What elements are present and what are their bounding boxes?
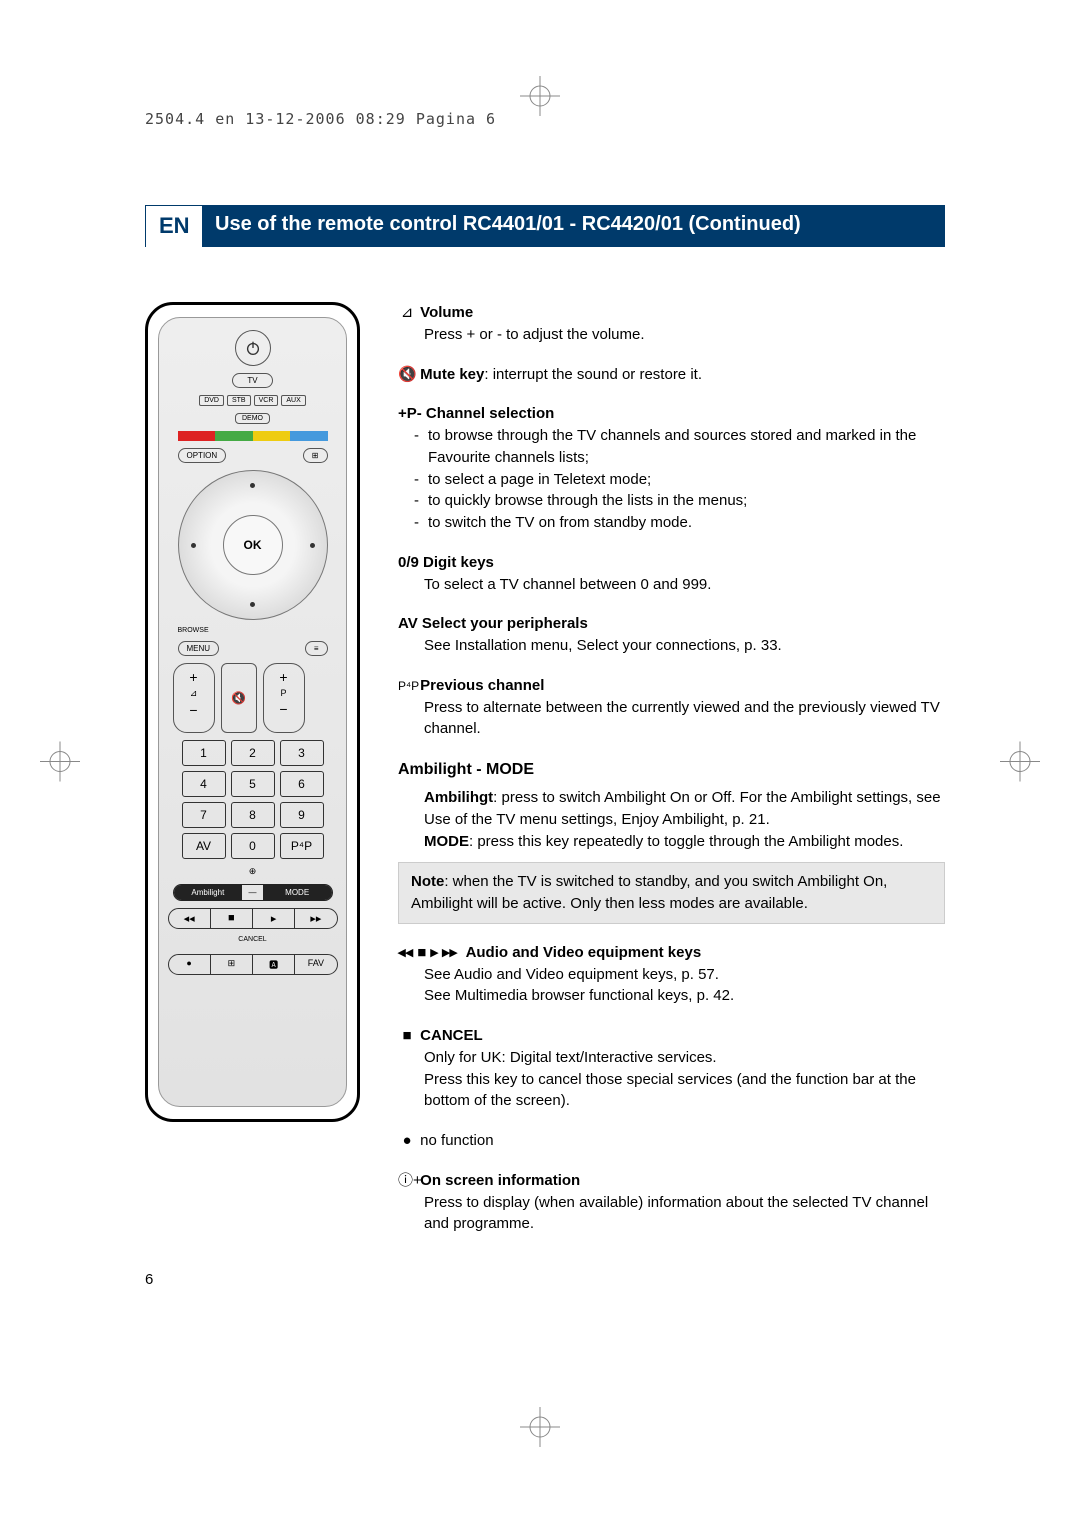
program-rocker: +P− bbox=[263, 663, 305, 733]
digit-section: 0/9 Digit keys To select a TV channel be… bbox=[398, 552, 945, 596]
page-number: 6 bbox=[145, 1271, 153, 1288]
channel-heading: +P- Channel selection bbox=[398, 405, 554, 422]
volume-heading: Volume bbox=[420, 304, 473, 321]
demo-button: DEMO bbox=[235, 413, 270, 424]
guide-icon: ⊞ bbox=[303, 448, 328, 463]
no-function-section: ● no function bbox=[398, 1130, 945, 1152]
mute-section: 🔇 Mute key: interrupt the sound or resto… bbox=[398, 364, 945, 386]
title-bar: EN Use of the remote control RC4401/01 -… bbox=[145, 205, 945, 247]
browse-label: BROWSE bbox=[178, 627, 209, 634]
ok-button: OK bbox=[223, 515, 283, 575]
remote-illustration: TV DVD STB VCR AUX DEMO OPTION ⊞ bbox=[145, 302, 370, 1253]
document-header: 2504.4 en 13-12-2006 08:29 Pagina 6 bbox=[145, 110, 496, 128]
channel-selection-section: +P- Channel selection to browse through … bbox=[398, 403, 945, 534]
osi-heading: On screen information bbox=[420, 1172, 580, 1189]
ambilight-heading: Ambilight - MODE bbox=[398, 758, 945, 781]
channel-list: to browse through the TV channels and so… bbox=[398, 425, 945, 534]
language-tag: EN bbox=[145, 205, 203, 247]
source-row: DVD STB VCR AUX bbox=[199, 395, 306, 406]
src-stb: STB bbox=[227, 395, 251, 406]
av-heading: AV Select your peripherals bbox=[398, 615, 588, 632]
teletext-icon: ≡ bbox=[305, 641, 328, 656]
ambilight-row: Ambilight — MODE bbox=[173, 884, 333, 901]
mute-heading: Mute key bbox=[420, 366, 484, 383]
av-section: AV Select your peripherals See Installat… bbox=[398, 613, 945, 657]
volume-body: Press + or - to adjust the volume. bbox=[398, 324, 945, 346]
crop-mark-top bbox=[520, 76, 560, 121]
cancel-section: ■ CANCEL Only for UK: Digital text/Inter… bbox=[398, 1025, 945, 1112]
crop-mark-left bbox=[40, 742, 80, 787]
digit-heading: 0/9 Digit keys bbox=[398, 554, 494, 571]
info-icon: ⓘ+ bbox=[398, 1170, 416, 1192]
src-aux: AUX bbox=[281, 395, 305, 406]
prev-heading: Previous channel bbox=[420, 677, 544, 694]
number-pad: 1 2 3 4 5 6 7 8 9 AV 0 P⁴P bbox=[182, 740, 324, 859]
record-icon: ● bbox=[398, 1130, 416, 1152]
src-dvd: DVD bbox=[199, 395, 224, 406]
page-content: EN Use of the remote control RC4401/01 -… bbox=[145, 205, 945, 1253]
cancel-icon: ■ bbox=[398, 1025, 416, 1047]
tv-button: TV bbox=[232, 373, 272, 388]
volume-section: ⊿ Volume Press + or - to adjust the volu… bbox=[398, 302, 945, 346]
page-title: Use of the remote control RC4401/01 - RC… bbox=[203, 205, 945, 247]
crop-mark-bottom bbox=[520, 1407, 560, 1452]
nav-disc: OK bbox=[178, 470, 328, 620]
note-box: Note: when the TV is switched to standby… bbox=[398, 862, 945, 924]
transport-icons: ◂◂ ■ ▸ ▸▸ bbox=[398, 944, 457, 961]
on-screen-info-section: ⓘ+ On screen information Press to displa… bbox=[398, 1170, 945, 1235]
power-icon bbox=[235, 330, 271, 366]
av-equipment-section: ◂◂ ■ ▸ ▸▸ Audio and Video equipment keys… bbox=[398, 942, 945, 1007]
src-vcr: VCR bbox=[254, 395, 279, 406]
mute-icon: 🔇 bbox=[398, 364, 416, 386]
cancel-label: CANCEL bbox=[238, 936, 266, 943]
menu-button: MENU bbox=[178, 641, 220, 656]
volume-rocker: +⊿− bbox=[173, 663, 215, 733]
mute-button: 🔇 bbox=[221, 663, 257, 733]
ambilight-section: Ambilight - MODE Ambilihgt: press to swi… bbox=[398, 758, 945, 924]
bottom-keys: ● ⊞ 🅰 FAV bbox=[168, 954, 338, 975]
cancel-heading: CANCEL bbox=[420, 1027, 483, 1044]
option-button: OPTION bbox=[178, 448, 227, 463]
color-keys bbox=[178, 431, 328, 441]
previous-channel-section: P⁴P Previous channel Press to alternate … bbox=[398, 675, 945, 740]
volume-icon: ⊿ bbox=[398, 302, 416, 324]
transport-keys: ◂◂ ■ ▸ ▸▸ bbox=[168, 908, 338, 929]
prev-channel-icon: P⁴P bbox=[398, 678, 416, 695]
crop-mark-right bbox=[1000, 742, 1040, 787]
description-column: ⊿ Volume Press + or - to adjust the volu… bbox=[398, 302, 945, 1253]
